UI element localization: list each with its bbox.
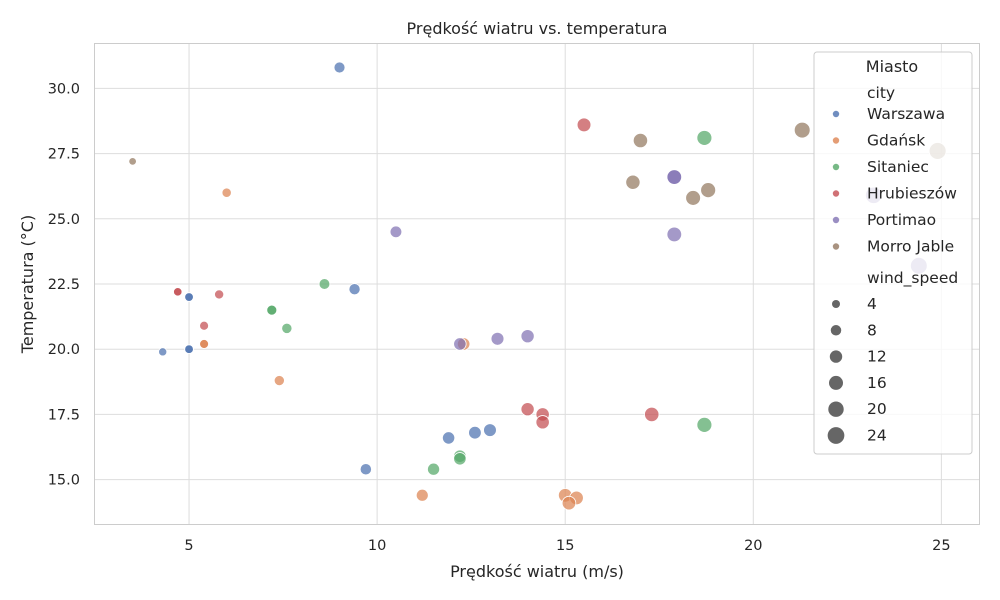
legend-hue-header: city — [867, 84, 895, 102]
y-axis-label: Temperatura (°C) — [18, 215, 37, 354]
legend-marker — [832, 110, 840, 118]
x-axis-label: Prędkość wiatru (m/s) — [450, 562, 624, 581]
legend-marker — [832, 137, 840, 144]
data-point-portimao — [389, 225, 403, 239]
legend-size-label: 24 — [867, 427, 887, 445]
x-tick-labels: 5 10 15 20 25 — [184, 538, 950, 554]
legend-size-label: 16 — [867, 374, 887, 392]
data-point-hrubiesz-w — [576, 117, 592, 133]
data-point-warszawa — [359, 463, 372, 476]
legend-marker — [832, 163, 840, 171]
legend-marker — [832, 190, 840, 197]
data-point-sitaniec — [281, 322, 293, 334]
data-point-sitaniec — [696, 130, 713, 146]
data-point-warszawa — [158, 347, 168, 357]
legend-size-marker — [832, 300, 840, 308]
y-tick-label: 15.0 — [48, 473, 80, 489]
y-tick-label: 22.5 — [48, 277, 80, 293]
legend-city-entries: Warszawa Gdańsk Sitaniec Hrubieszów Portimao… — [832, 105, 957, 256]
data-point-warszawa — [348, 283, 361, 296]
chart-title: Prędkość wiatru vs. temperatura — [407, 19, 668, 38]
data-point-hrubiesz-w — [214, 289, 225, 300]
data-point-sitaniec — [266, 304, 278, 316]
data-point-hrubiesz-w — [520, 402, 535, 417]
y-tick-label: 27.5 — [48, 147, 80, 163]
data-point-morro-jable — [700, 182, 717, 198]
data-point-morro-jable — [625, 174, 641, 190]
data-point-hrubiesz-w — [173, 287, 183, 297]
data-point-portimao — [490, 331, 505, 346]
legend-size-label: 12 — [867, 348, 887, 366]
legend-size-label: 8 — [867, 321, 877, 339]
y-tick-label: 25.0 — [48, 212, 80, 228]
legend-size-marker — [829, 350, 843, 363]
data-point-hrubiesz-w — [644, 406, 660, 423]
legend-marker — [832, 216, 840, 224]
data-point-portimao — [666, 169, 683, 185]
data-point-warszawa — [468, 425, 482, 440]
legend-size-marker — [829, 375, 843, 390]
legend-box — [813, 51, 973, 455]
data-point-hrubiesz-w — [535, 415, 550, 430]
data-point-sitaniec — [453, 452, 467, 466]
legend-marker — [832, 243, 840, 250]
legend-size-marker — [827, 427, 845, 444]
data-point-sitaniec — [318, 278, 331, 290]
data-point-warszawa — [483, 423, 497, 437]
data-point-warszawa — [184, 344, 194, 354]
y-tick-labels: 15.0 17.5 20.0 22.5 25.0 27.5 30.0 — [48, 81, 80, 488]
data-point-gda-sk — [415, 488, 429, 502]
legend-label: Portimao — [867, 211, 936, 229]
data-point-portimao — [520, 329, 535, 344]
x-tick-label: 20 — [744, 538, 762, 554]
data-point-warszawa — [442, 431, 456, 445]
data-point-gda-sk — [199, 339, 209, 349]
legend: Miasto city Warszawa Gdańsk Sitaniec Hrubie… — [813, 51, 973, 455]
legend-size-marker — [830, 325, 842, 336]
data-point-sitaniec — [427, 462, 441, 476]
y-tick-label: 30.0 — [48, 81, 80, 97]
legend-size-label: 4 — [867, 295, 877, 313]
legend-label: Sitaniec — [867, 158, 929, 176]
data-point-hrubiesz-w — [199, 320, 209, 331]
legend-size-header: wind_speed — [867, 269, 958, 288]
data-point-portimao — [453, 337, 467, 351]
data-point-morro-jable — [793, 121, 811, 139]
y-tick-label: 20.0 — [48, 342, 80, 358]
legend-label: Hrubieszów — [867, 185, 957, 203]
data-point-warszawa — [333, 61, 346, 74]
legend-label: Gdańsk — [867, 132, 925, 150]
data-point-morro-jable — [685, 190, 701, 206]
y-tick-label: 17.5 — [48, 407, 80, 423]
legend-size-entries: 4 8 12 16 20 24 — [827, 295, 887, 445]
legend-label: Warszawa — [867, 105, 945, 123]
data-point-warszawa — [184, 292, 194, 302]
x-tick-label: 25 — [932, 538, 950, 554]
data-point-portimao — [666, 226, 683, 243]
data-point-sitaniec — [696, 416, 713, 433]
legend-title: Miasto — [866, 57, 918, 76]
data-point-gda-sk — [561, 495, 577, 511]
legend-size-label: 20 — [867, 400, 887, 418]
legend-size-marker — [828, 401, 844, 417]
data-point-gda-sk — [273, 375, 285, 387]
x-tick-label: 5 — [184, 538, 193, 554]
data-point-gda-sk — [221, 187, 232, 198]
legend-label: Morro Jable — [867, 238, 954, 256]
x-tick-label: 10 — [368, 538, 386, 554]
plot-frame — [94, 43, 980, 525]
data-point-morro-jable — [632, 132, 649, 149]
x-tick-label: 15 — [556, 538, 574, 554]
data-point-morro-jable — [128, 157, 137, 166]
